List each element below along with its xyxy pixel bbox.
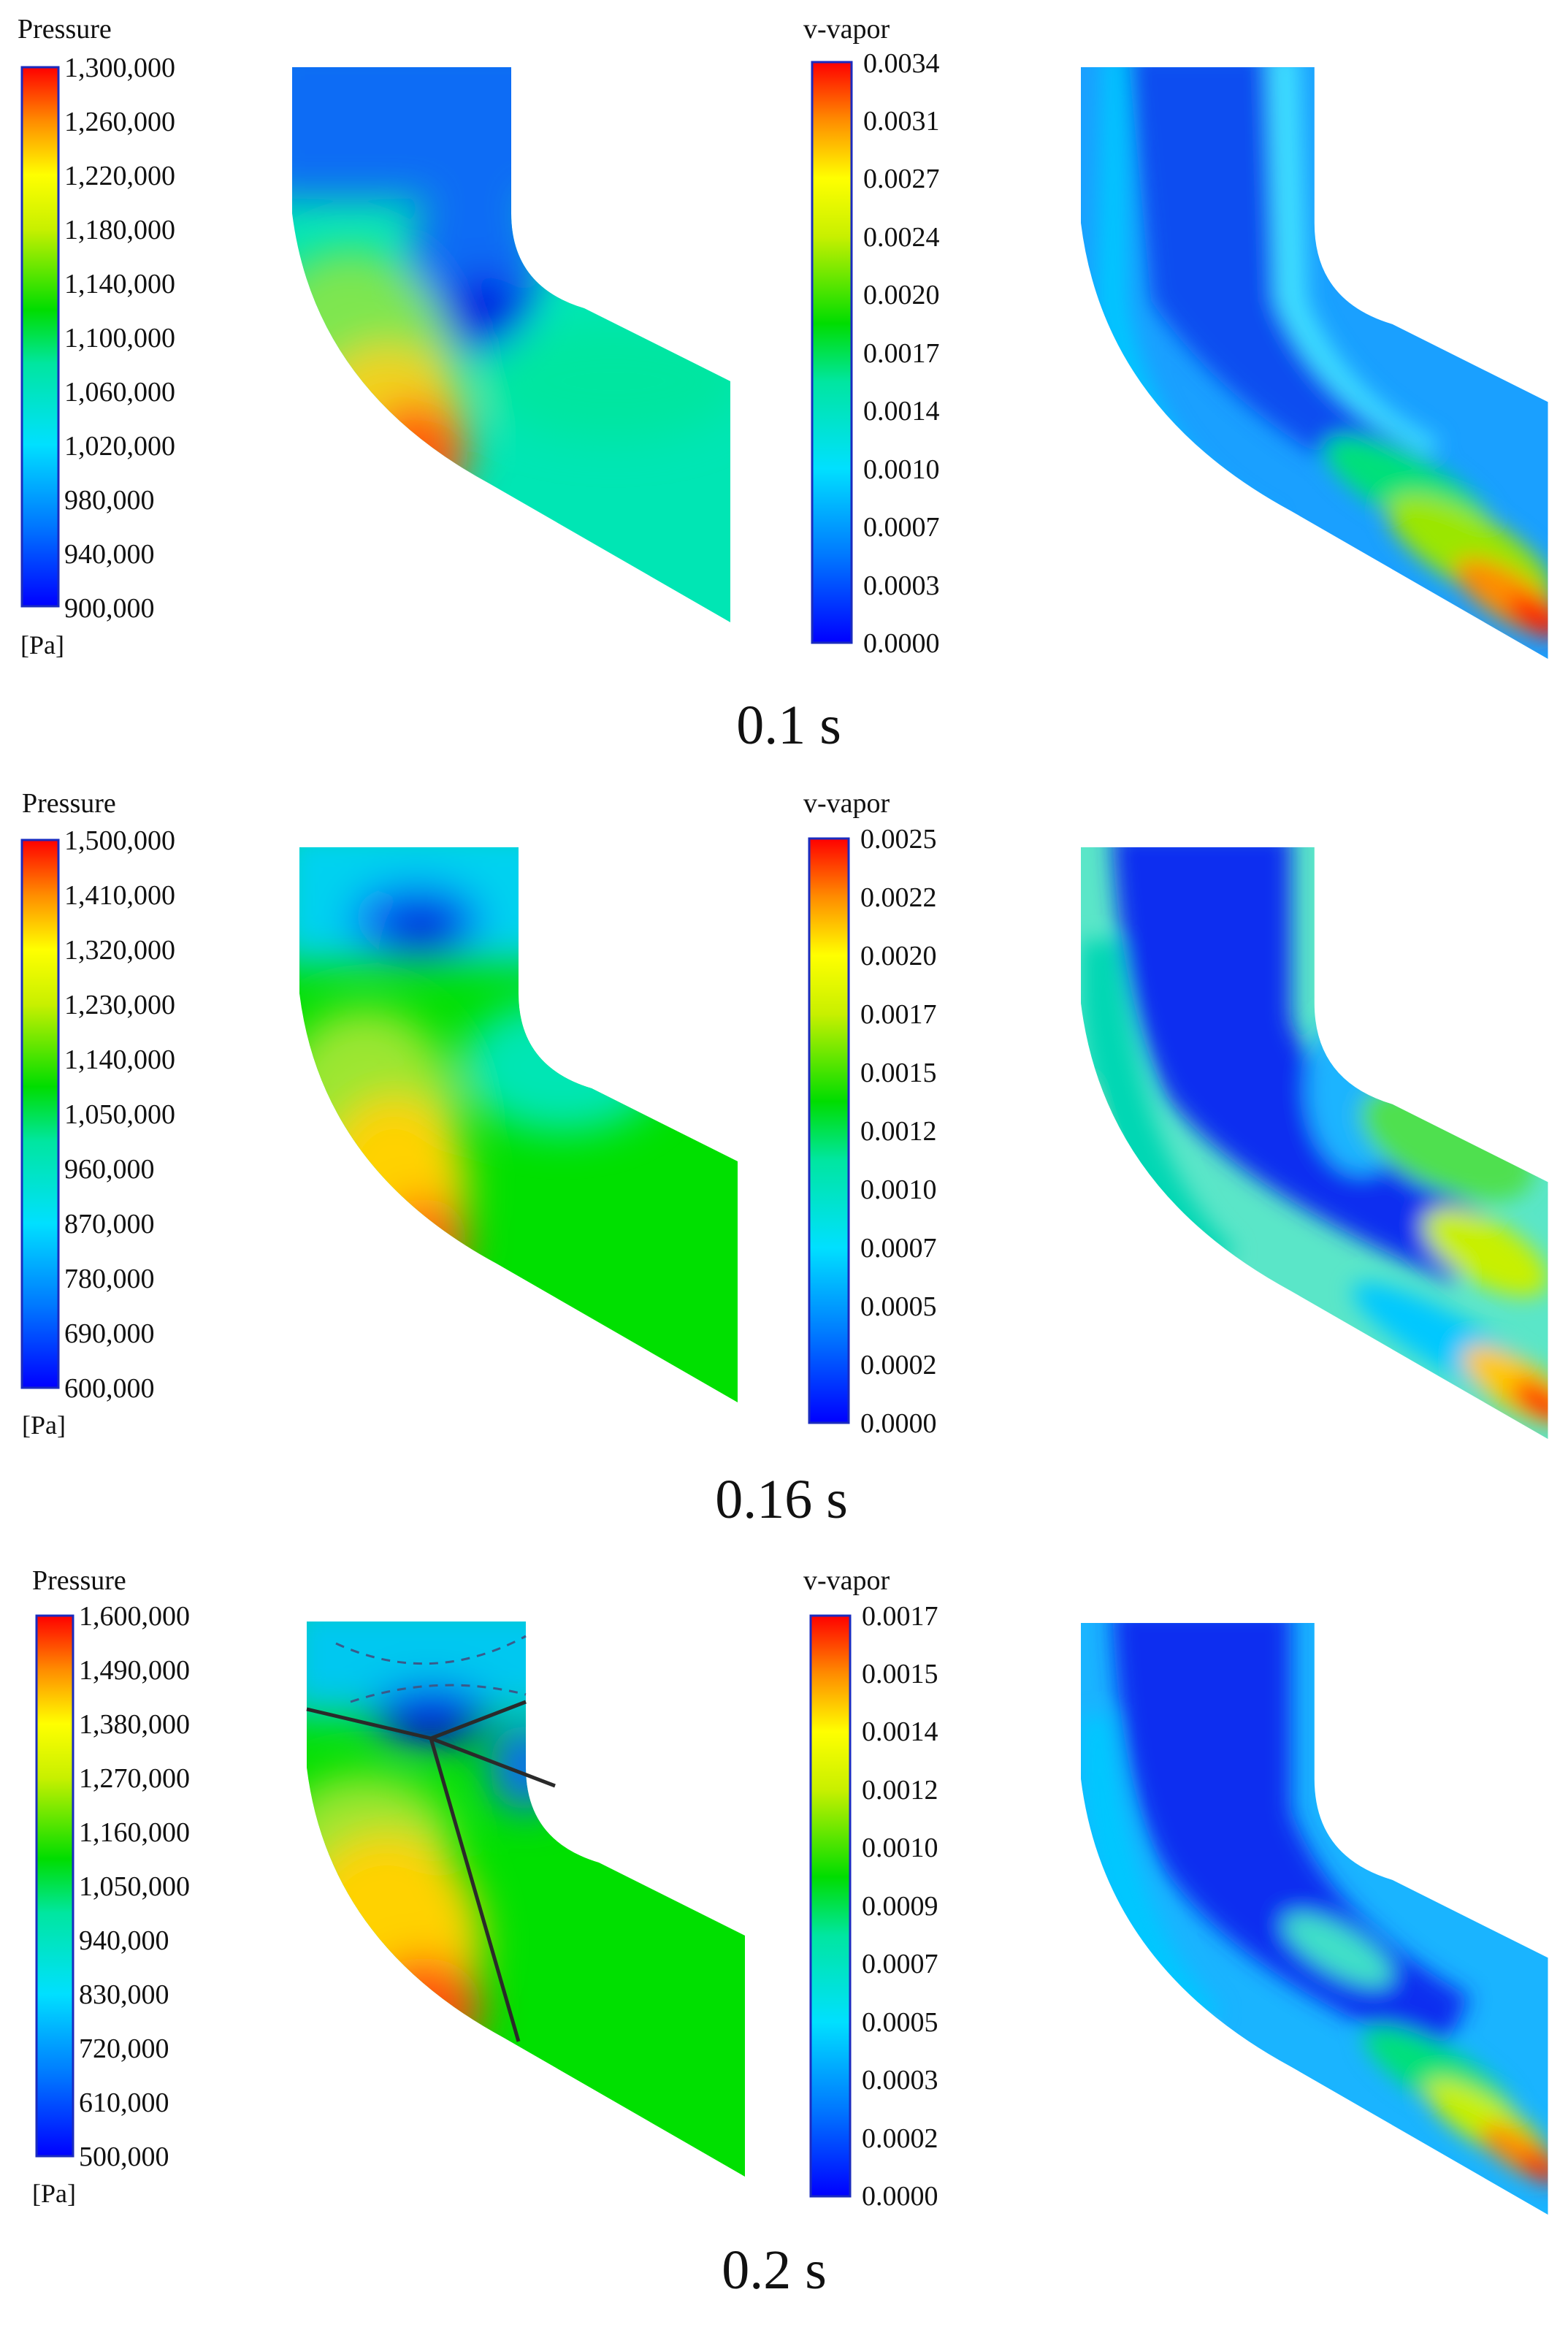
pressure-legend-title: Pressure xyxy=(22,788,116,819)
tick: 0.0000 xyxy=(862,2181,938,2212)
section-lines xyxy=(306,1700,556,2042)
pressure-colorbar xyxy=(20,66,60,608)
tick: 0.0000 xyxy=(863,628,940,659)
tick: 0.0015 xyxy=(860,1058,937,1088)
tick: 1,140,000 xyxy=(64,269,175,299)
pressure-legend-title: Pressure xyxy=(32,1565,126,1596)
pressure-contour-map xyxy=(299,847,738,1402)
tick: 1,220,000 xyxy=(64,161,175,191)
tick: 1,060,000 xyxy=(64,377,175,408)
tick: 1,160,000 xyxy=(79,1817,190,1848)
tick: 0.0031 xyxy=(863,106,940,137)
tick: 0.0017 xyxy=(860,999,937,1030)
tick: 0.0020 xyxy=(863,280,940,310)
tick: 1,600,000 xyxy=(79,1601,190,1632)
tick: 1,410,000 xyxy=(64,880,175,911)
pressure-contour-map xyxy=(306,1622,745,2177)
tick: 0.0005 xyxy=(860,1291,937,1322)
pressure-colorbar xyxy=(20,839,60,1389)
tick: 0.0012 xyxy=(862,1775,938,1806)
tick: 0.0014 xyxy=(863,396,940,427)
vapor-legend-title: v-vapor xyxy=(803,788,890,819)
vapor-legend-title: v-vapor xyxy=(803,14,890,45)
pressure-legend-title: Pressure xyxy=(18,14,112,45)
tick: 1,020,000 xyxy=(64,431,175,462)
tick: 0.0002 xyxy=(860,1350,937,1380)
time-caption: 0.1 s xyxy=(736,695,841,756)
tick: 1,260,000 xyxy=(64,107,175,137)
tick: 690,000 xyxy=(64,1318,155,1349)
time-caption: 0.16 s xyxy=(715,1469,848,1530)
tick: 980,000 xyxy=(64,485,155,516)
tick: 0.0020 xyxy=(860,941,937,971)
tick: 0.0017 xyxy=(862,1601,938,1632)
tick: 0.0010 xyxy=(863,454,940,485)
tick: 1,500,000 xyxy=(64,825,175,856)
tick: 830,000 xyxy=(79,1979,169,2010)
panel-0: Pressure 1,300,000 1,260,000 1,220,000 1… xyxy=(0,0,1568,774)
tick: 1,050,000 xyxy=(79,1871,190,1902)
tick: 900,000 xyxy=(64,593,155,624)
tick: 0.0014 xyxy=(862,1716,938,1747)
tick: 1,180,000 xyxy=(64,215,175,245)
pressure-contour-map xyxy=(292,67,730,622)
tick: 0.0005 xyxy=(862,2007,938,2038)
tick: 1,380,000 xyxy=(79,1709,190,1740)
tick: 1,230,000 xyxy=(64,990,175,1020)
tick: 0.0015 xyxy=(862,1659,938,1689)
tick: 500,000 xyxy=(79,2142,169,2172)
tick: 0.0002 xyxy=(862,2123,938,2154)
tick: 1,270,000 xyxy=(79,1763,190,1794)
tick: 1,050,000 xyxy=(64,1099,175,1130)
tick: 0.0027 xyxy=(863,164,940,194)
pressure-unit: [Pa] xyxy=(20,630,64,660)
pressure-unit: [Pa] xyxy=(22,1410,66,1440)
tick: 0.0024 xyxy=(863,222,940,253)
tick: 0.0012 xyxy=(860,1116,937,1147)
vapor-colorbar xyxy=(811,61,853,644)
tick: 600,000 xyxy=(64,1373,155,1404)
tick: 0.0009 xyxy=(862,1891,938,1922)
vapor-contour-map xyxy=(1081,67,1548,660)
tick: 940,000 xyxy=(79,1925,169,1956)
tick: 0.0000 xyxy=(860,1408,937,1439)
tick: 0.0003 xyxy=(862,2065,938,2096)
tick: 1,140,000 xyxy=(64,1044,175,1075)
tick: 0.0007 xyxy=(860,1233,937,1264)
tick: 0.0017 xyxy=(863,338,940,369)
tick: 0.0034 xyxy=(863,48,940,79)
pressure-unit: [Pa] xyxy=(32,2179,76,2208)
vapor-colorbar xyxy=(808,837,850,1424)
tick: 720,000 xyxy=(79,2033,169,2064)
panel-2: Pressure 1,600,000 1,490,000 1,380,000 1… xyxy=(0,1548,1568,2330)
time-caption: 0.2 s xyxy=(722,2239,827,2301)
vapor-colorbar xyxy=(809,1614,852,2198)
panel-1: Pressure 1,500,000 1,410,000 1,320,000 1… xyxy=(0,774,1568,1548)
tick: 0.0010 xyxy=(862,1833,938,1863)
pressure-colorbar xyxy=(35,1614,74,2158)
tick: 780,000 xyxy=(64,1264,155,1294)
tick: 0.0025 xyxy=(860,824,937,855)
tick: 960,000 xyxy=(64,1154,155,1185)
tick: 1,300,000 xyxy=(64,53,175,83)
tick: 0.0010 xyxy=(860,1174,937,1205)
tick: 0.0003 xyxy=(863,570,940,601)
section-lines-dashed xyxy=(335,1635,527,1703)
tick: 610,000 xyxy=(79,2088,169,2118)
tick: 0.0007 xyxy=(862,1949,938,1979)
tick: 940,000 xyxy=(64,539,155,570)
vapor-contour-map xyxy=(1081,1623,1548,2215)
tick: 1,100,000 xyxy=(64,323,175,354)
tick: 1,490,000 xyxy=(79,1655,190,1686)
tick: 870,000 xyxy=(64,1209,155,1240)
vapor-legend-title: v-vapor xyxy=(803,1565,890,1596)
vapor-contour-map xyxy=(1081,847,1548,1440)
tick: 0.0007 xyxy=(863,512,940,543)
tick: 0.0022 xyxy=(860,882,937,913)
tick: 1,320,000 xyxy=(64,935,175,966)
